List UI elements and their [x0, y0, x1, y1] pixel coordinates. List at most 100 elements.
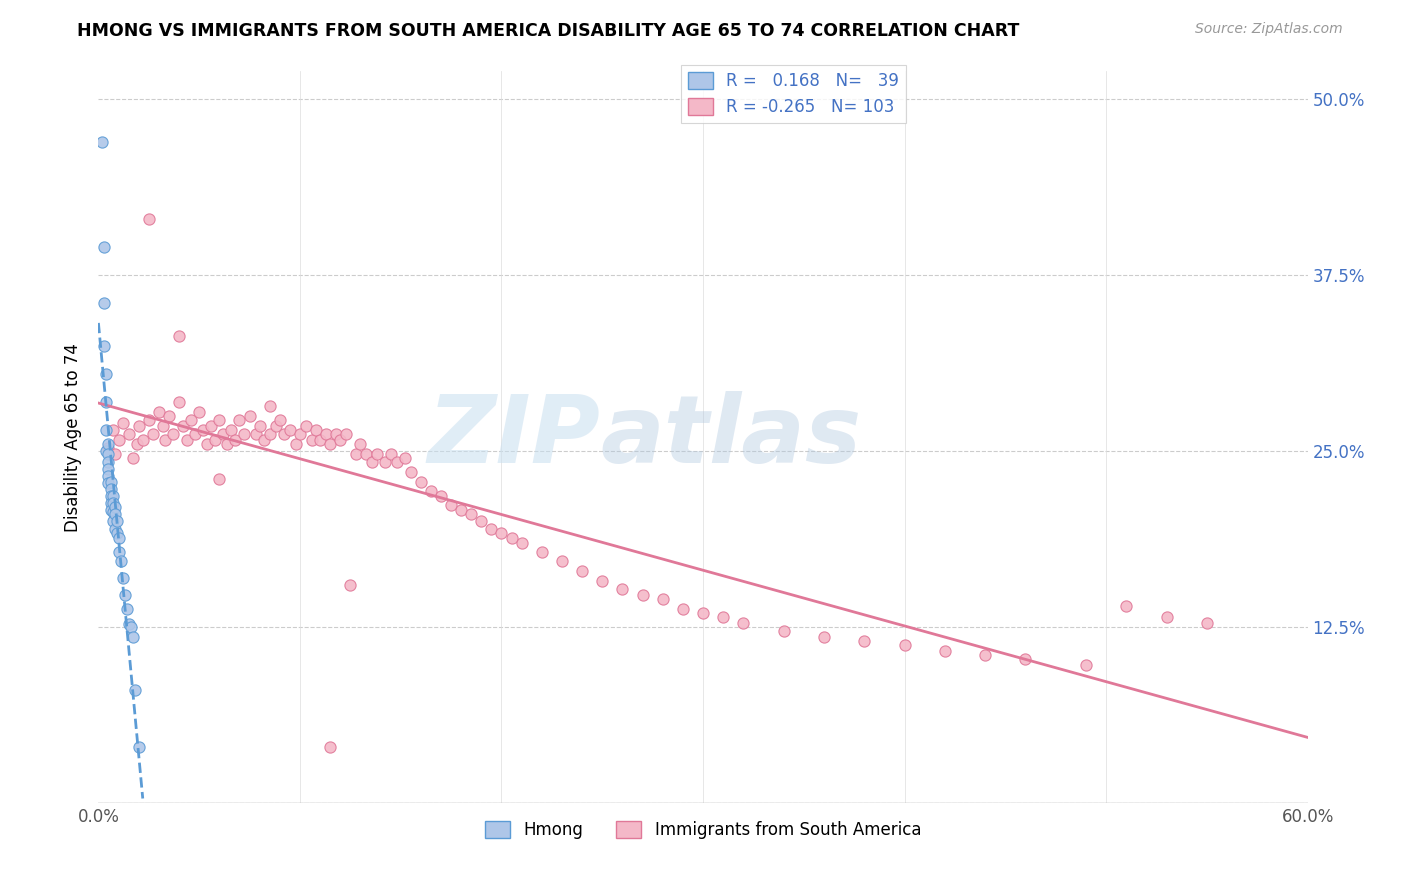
- Point: [97, 437, 120, 451]
- Text: atlas: atlas: [600, 391, 862, 483]
- Point: [118, 617, 141, 632]
- Point: [1195, 615, 1218, 630]
- Point: [153, 433, 176, 447]
- Point: [772, 624, 794, 639]
- Y-axis label: Disability Age 65 to 74: Disability Age 65 to 74: [65, 343, 83, 532]
- Point: [121, 451, 143, 466]
- Point: [100, 503, 122, 517]
- Point: [1014, 652, 1036, 666]
- Point: [105, 515, 128, 529]
- Point: [470, 515, 492, 529]
- Point: [200, 418, 222, 433]
- Point: [1156, 610, 1178, 624]
- Point: [97, 455, 120, 469]
- Point: [138, 413, 160, 427]
- Point: [138, 212, 160, 227]
- Point: [107, 545, 129, 559]
- Point: [115, 601, 138, 615]
- Point: [204, 433, 226, 447]
- Point: [385, 455, 408, 469]
- Point: [501, 532, 523, 546]
- Point: [97, 447, 120, 461]
- Point: [612, 582, 634, 596]
- Point: [259, 399, 281, 413]
- Point: [733, 615, 755, 630]
- Point: [315, 427, 337, 442]
- Point: [100, 489, 122, 503]
- Point: [284, 437, 307, 451]
- Point: [132, 433, 155, 447]
- Point: [125, 437, 148, 451]
- Point: [893, 638, 915, 652]
- Point: [195, 437, 218, 451]
- Point: [172, 418, 194, 433]
- Point: [103, 521, 125, 535]
- Point: [249, 418, 271, 433]
- Point: [1074, 657, 1097, 672]
- Point: [329, 433, 352, 447]
- Point: [245, 427, 267, 442]
- Point: [853, 634, 876, 648]
- Point: [208, 472, 231, 486]
- Point: [278, 423, 301, 437]
- Point: [162, 427, 184, 442]
- Point: [217, 437, 239, 451]
- Point: [103, 508, 125, 522]
- Point: [239, 409, 262, 423]
- Point: [551, 554, 574, 568]
- Point: [152, 418, 174, 433]
- Point: [93, 240, 115, 254]
- Point: [224, 433, 246, 447]
- Point: [460, 508, 482, 522]
- Point: [110, 554, 132, 568]
- Text: ZIP: ZIP: [427, 391, 600, 483]
- Point: [530, 545, 553, 559]
- Point: [591, 574, 613, 588]
- Point: [232, 427, 254, 442]
- Point: [96, 423, 118, 437]
- Text: Source: ZipAtlas.com: Source: ZipAtlas.com: [1195, 22, 1343, 37]
- Point: [101, 496, 124, 510]
- Point: [399, 465, 422, 479]
- Point: [692, 606, 714, 620]
- Point: [124, 683, 146, 698]
- Point: [114, 588, 136, 602]
- Point: [366, 447, 388, 461]
- Point: [100, 496, 122, 510]
- Point: [167, 395, 190, 409]
- Point: [259, 427, 281, 442]
- Point: [91, 135, 114, 149]
- Point: [394, 451, 416, 466]
- Point: [193, 423, 215, 437]
- Point: [212, 427, 235, 442]
- Point: [273, 427, 295, 442]
- Point: [97, 476, 120, 491]
- Point: [349, 437, 371, 451]
- Point: [120, 620, 142, 634]
- Point: [319, 437, 342, 451]
- Point: [97, 462, 120, 476]
- Point: [672, 601, 695, 615]
- Point: [105, 525, 128, 540]
- Point: [180, 413, 202, 427]
- Point: [157, 409, 180, 423]
- Point: [101, 423, 124, 437]
- Point: [107, 532, 129, 546]
- Point: [97, 469, 120, 483]
- Point: [491, 525, 513, 540]
- Point: [309, 433, 332, 447]
- Point: [374, 455, 396, 469]
- Point: [571, 564, 593, 578]
- Point: [409, 475, 432, 489]
- Point: [107, 433, 129, 447]
- Point: [450, 503, 472, 517]
- Point: [481, 521, 503, 535]
- Point: [208, 413, 231, 427]
- Point: [264, 418, 287, 433]
- Point: [974, 648, 997, 662]
- Point: [118, 427, 141, 442]
- Point: [121, 630, 143, 644]
- Text: HMONG VS IMMIGRANTS FROM SOUTH AMERICA DISABILITY AGE 65 TO 74 CORRELATION CHART: HMONG VS IMMIGRANTS FROM SOUTH AMERICA D…: [77, 22, 1019, 40]
- Point: [305, 423, 328, 437]
- Point: [188, 405, 211, 419]
